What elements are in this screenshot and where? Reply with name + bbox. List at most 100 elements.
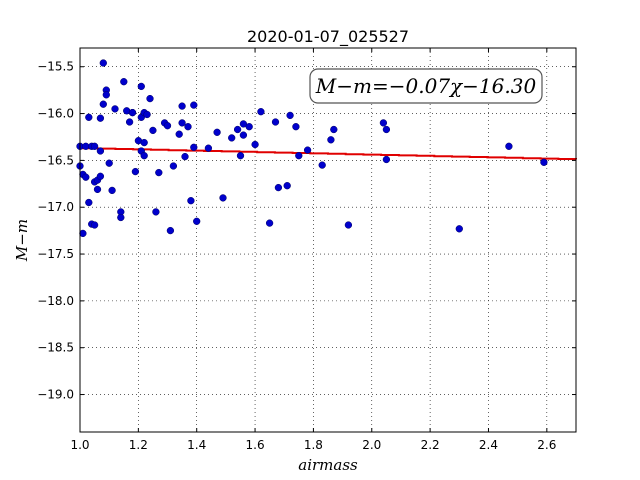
data-point — [120, 78, 128, 86]
data-point — [146, 94, 154, 103]
data-point — [257, 108, 265, 116]
fit-equation-text: M−m=−0.07χ−16.30 — [315, 74, 537, 98]
data-point — [318, 161, 326, 169]
y-axis-label: M−m — [13, 219, 31, 262]
data-point — [239, 120, 248, 128]
data-point — [90, 221, 99, 229]
y-tick-label: −18.0 — [37, 294, 74, 308]
data-point — [155, 168, 163, 177]
y-tick-label: −19.0 — [37, 388, 74, 402]
data-point — [303, 146, 312, 154]
axis-ticks: 1.0 1.2 1.4 1.6 1.8 2.0 2.2 2.4 2.6 −15.5 −16.0 −16… — [37, 48, 576, 452]
data-point — [193, 217, 201, 225]
data-point — [233, 125, 242, 134]
data-point — [213, 128, 221, 136]
data-point — [190, 143, 198, 151]
data-point — [271, 118, 280, 126]
data-point — [330, 125, 338, 134]
data-point — [344, 221, 353, 229]
data-point — [274, 183, 283, 192]
data-point — [382, 155, 391, 164]
data-point — [125, 118, 134, 126]
data-point — [327, 136, 335, 144]
x-tick-label: 1.6 — [246, 438, 265, 452]
data-point — [102, 91, 110, 99]
data-point — [219, 194, 227, 202]
fit-line-layer — [80, 147, 577, 160]
data-point — [169, 162, 178, 170]
fit-equation-box: M−m=−0.07χ−16.30 — [309, 68, 543, 104]
y-tick-label: −17.5 — [37, 247, 74, 261]
data-point — [245, 123, 253, 131]
data-point — [143, 110, 151, 119]
data-point — [187, 197, 195, 205]
y-tick-label: −16.5 — [37, 153, 74, 167]
data-point — [178, 119, 186, 127]
data-point — [175, 130, 183, 138]
data-point — [295, 152, 303, 160]
data-point — [204, 144, 213, 152]
data-point — [190, 101, 198, 109]
data-point — [149, 126, 157, 135]
data-point — [96, 172, 105, 180]
data-point — [96, 147, 105, 155]
data-point — [140, 152, 148, 160]
data-point — [111, 105, 119, 113]
data-point — [108, 186, 116, 195]
data-point — [166, 226, 175, 235]
data-point — [99, 100, 107, 108]
data-point — [265, 219, 274, 227]
data-point — [540, 158, 548, 166]
data-point — [131, 167, 140, 176]
plot-frame — [79, 47, 577, 433]
grid-lines — [79, 48, 576, 432]
data-points — [76, 59, 548, 238]
data-point — [137, 82, 145, 91]
data-point — [184, 123, 192, 131]
data-point — [117, 213, 125, 222]
y-tick-label: −18.5 — [37, 341, 74, 355]
x-axis-label: airmass — [298, 456, 358, 474]
data-point — [105, 159, 113, 167]
data-point — [239, 131, 248, 139]
y-tick-label: −15.5 — [37, 60, 74, 74]
data-point — [228, 134, 236, 142]
data-point — [85, 198, 93, 207]
data-point — [96, 114, 105, 122]
data-point — [128, 108, 137, 117]
data-point — [79, 229, 87, 238]
data-point — [90, 142, 99, 150]
x-tick-label: 1.4 — [187, 438, 206, 452]
data-point — [379, 119, 388, 127]
data-point — [286, 111, 294, 120]
data-point — [236, 152, 245, 160]
x-tick-label: 2.6 — [537, 438, 556, 452]
data-point — [283, 182, 291, 190]
x-tick-label: 2.2 — [421, 438, 440, 452]
data-point — [505, 142, 513, 150]
data-point — [140, 138, 148, 147]
data-point — [178, 102, 186, 110]
data-point — [455, 225, 463, 233]
y-tick-label: −17.0 — [37, 200, 74, 214]
chart-title: 2020-01-07_025527 — [247, 27, 409, 47]
x-tick-label: 2.0 — [362, 438, 381, 452]
data-point — [85, 113, 93, 121]
data-point — [82, 173, 90, 181]
x-tick-label: 1.8 — [304, 438, 323, 452]
data-point — [93, 185, 102, 194]
data-point — [292, 123, 300, 131]
data-point — [382, 125, 391, 134]
data-point — [152, 208, 160, 216]
x-tick-label: 1.0 — [70, 438, 89, 452]
data-point — [163, 122, 172, 130]
data-point — [251, 140, 259, 149]
x-tick-label: 1.2 — [129, 438, 148, 452]
fit-line — [80, 147, 577, 160]
x-tick-label: 2.4 — [479, 438, 498, 452]
plot-area — [80, 48, 576, 432]
data-point — [181, 152, 189, 161]
data-point — [99, 59, 107, 67]
y-tick-label: −16.0 — [37, 107, 74, 121]
